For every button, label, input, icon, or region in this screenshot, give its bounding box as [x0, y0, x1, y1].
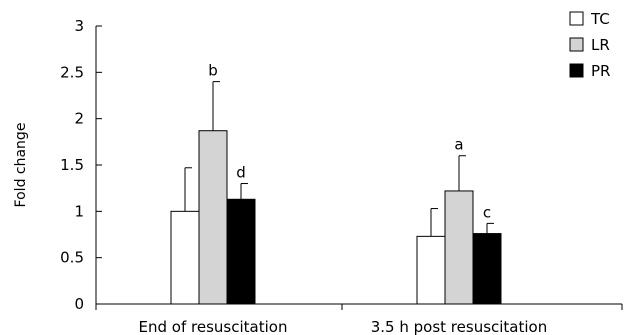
legend-label-tc: TC: [590, 10, 610, 28]
x-tick-label: End of resuscitation: [139, 318, 288, 335]
y-tick-label: 3: [74, 17, 84, 35]
y-tick-label: 2.5: [60, 63, 84, 81]
bar-tc: [170, 210, 200, 305]
y-tick-label: 2: [74, 110, 84, 128]
bar-lr: [444, 190, 474, 305]
y-tick-label: 0: [74, 295, 84, 313]
x-tick-label: 3.5 h post resuscitation: [371, 318, 547, 335]
significance-label: a: [454, 136, 463, 154]
bar-pr: [472, 233, 502, 305]
bar-lr: [198, 130, 228, 305]
legend-swatch-tc: [569, 11, 584, 26]
legend-swatch-lr: [569, 37, 584, 52]
annotations: b a d c: [208, 62, 491, 222]
significance-label: d: [236, 164, 246, 182]
legend-swatch-pr: [569, 63, 584, 78]
legend-label-pr: PR: [591, 62, 610, 80]
y-axis-label: Fold change: [13, 123, 29, 208]
significance-label: c: [483, 203, 491, 221]
bar-tc: [416, 235, 446, 305]
axes: 0 0.5 1 1.5 2 2.5 3 End of resuscitation 3.5 h p…: [60, 17, 623, 335]
y-tick-label: 1.5: [60, 156, 84, 174]
bars: [170, 81, 502, 305]
y-tick-label: 0.5: [60, 249, 84, 267]
y-tick-label: 1: [74, 202, 84, 220]
legend: TC LR PR: [569, 10, 610, 80]
significance-label: b: [208, 62, 218, 80]
bar-pr: [226, 198, 256, 305]
legend-label-lr: LR: [591, 36, 610, 54]
